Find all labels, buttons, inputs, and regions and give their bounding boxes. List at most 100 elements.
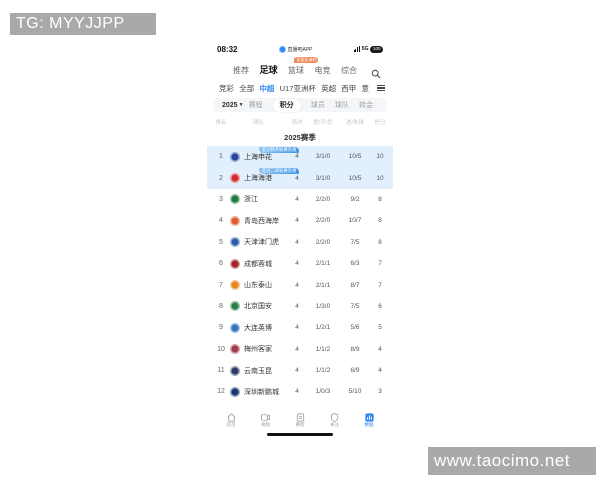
win-draw-loss-cell: 2/1/1 bbox=[315, 281, 331, 289]
table-row[interactable]: 7 山东泰山 4 2/1/1 8/7 7 bbox=[207, 274, 393, 295]
league-tab-全部[interactable]: 全部 bbox=[239, 83, 255, 93]
season-section-title: 2025赛季 bbox=[284, 132, 316, 142]
goals-cell: 7/5 bbox=[350, 302, 360, 310]
table-row[interactable]: 12 深圳新鹏城 4 1/0/3 5/10 3 bbox=[207, 381, 393, 402]
bottom-nav-首页[interactable]: 首页 bbox=[221, 410, 241, 428]
qualification-badge: 亚冠二级联赛资格 bbox=[259, 167, 300, 175]
points-cell: 8 bbox=[378, 195, 382, 203]
table-row[interactable]: 5 天津津门虎 4 2/2/0 7/5 8 bbox=[207, 232, 393, 253]
team-name: 云南玉昆 bbox=[244, 367, 272, 375]
column-header: 胜/平/负 bbox=[313, 119, 333, 126]
team-logo bbox=[230, 386, 240, 397]
rank-cell: 7 bbox=[219, 281, 223, 289]
filter-tab-球员[interactable]: 球员 bbox=[310, 102, 325, 109]
filter-tabs: 赛程 积分 球员 球队 转会 bbox=[244, 98, 378, 112]
win-draw-loss-cell: 1/2/1 bbox=[315, 324, 331, 332]
team-cell: 北京国安 bbox=[230, 301, 286, 312]
table-row[interactable]: 10 梅州客家 4 1/1/2 8/9 4 bbox=[207, 339, 393, 360]
team-name: 成都蓉城 bbox=[244, 260, 272, 268]
team-cell: 梅州客家 bbox=[230, 344, 286, 355]
column-header: 积分 bbox=[374, 119, 386, 126]
team-cell: 上海申花 bbox=[230, 151, 286, 162]
league-tab-中超[interactable]: 中超 bbox=[259, 83, 275, 93]
app-notification-pill[interactable]: 直播吧APP bbox=[278, 45, 313, 53]
goals-cell: 5/6 bbox=[350, 324, 360, 332]
bottom-nav-视频[interactable]: 视频 bbox=[256, 410, 276, 428]
table-row[interactable]: 9 大连英博 4 1/2/1 5/6 5 bbox=[207, 317, 393, 338]
rank-cell: 5 bbox=[219, 238, 223, 246]
season-dropdown[interactable]: 2025 ▼ bbox=[222, 102, 244, 109]
played-cell: 4 bbox=[295, 153, 299, 161]
app-name-label: 直播吧APP bbox=[287, 46, 313, 53]
table-row[interactable]: 3 浙江 4 2/2/0 9/2 8 bbox=[207, 189, 393, 210]
points-cell: 7 bbox=[378, 260, 382, 268]
column-header: 进/失球 bbox=[345, 119, 365, 126]
bottom-nav-关注[interactable]: 关注 bbox=[325, 410, 345, 428]
points-cell: 3 bbox=[378, 388, 382, 396]
bottom-nav-label: 赛程 bbox=[295, 422, 305, 427]
team-cell: 天津津门虎 bbox=[230, 237, 286, 248]
menu-icon[interactable] bbox=[377, 84, 385, 92]
points-cell: 4 bbox=[378, 367, 382, 375]
filter-tab-赛程[interactable]: 赛程 bbox=[248, 102, 263, 109]
rank-cell: 4 bbox=[219, 217, 223, 225]
league-tab-意[interactable]: 意 bbox=[361, 83, 369, 93]
points-cell: 10 bbox=[376, 153, 384, 161]
league-tab-U17亚洲杯[interactable]: U17亚洲杯 bbox=[279, 83, 316, 93]
table-row[interactable]: 亚冠精英联赛资格 1 上海申花 4 3/1/0 10/5 10 bbox=[207, 146, 393, 168]
video-icon bbox=[260, 410, 271, 421]
rank-cell: 2 bbox=[219, 174, 223, 182]
primary-tabs: 推荐 足球 篮球 女篮亚洲杯 电竞 综合 bbox=[233, 55, 371, 76]
tab-推荐[interactable]: 推荐 bbox=[233, 66, 249, 75]
goals-cell: 8/9 bbox=[350, 345, 360, 353]
signal-icon bbox=[353, 45, 360, 53]
goals-cell: 8/7 bbox=[350, 281, 360, 289]
home-indicator[interactable] bbox=[267, 433, 333, 436]
goals-cell: 10/5 bbox=[348, 174, 362, 182]
league-tab-竞彩[interactable]: 竞彩 bbox=[219, 83, 234, 93]
win-draw-loss-cell: 2/2/0 bbox=[315, 238, 331, 246]
tab-篮球[interactable]: 篮球 女篮亚洲杯 bbox=[287, 57, 319, 75]
team-logo bbox=[230, 194, 240, 205]
network-type-label: 5G bbox=[361, 46, 369, 52]
status-indicators: 5G 100 bbox=[353, 45, 383, 53]
bottom-nav-数据[interactable]: 数据 bbox=[359, 410, 379, 428]
team-cell: 大连英博 bbox=[230, 322, 286, 333]
filter-tab-积分[interactable]: 积分 bbox=[272, 98, 301, 112]
chevron-down-icon: ▼ bbox=[238, 102, 244, 108]
team-logo bbox=[230, 215, 240, 226]
tab-足球[interactable]: 足球 bbox=[259, 65, 278, 75]
filter-tab-球队[interactable]: 球队 bbox=[334, 102, 349, 109]
team-cell: 青岛西海岸 bbox=[230, 215, 286, 226]
played-cell: 4 bbox=[295, 302, 299, 310]
goals-cell: 10/7 bbox=[348, 217, 362, 225]
rank-cell: 8 bbox=[219, 302, 223, 310]
played-cell: 4 bbox=[295, 281, 299, 289]
filter-bar: 2025 ▼ 赛程 积分 球员 球队 转会 bbox=[214, 98, 386, 112]
tab-电竞[interactable]: 电竞 bbox=[314, 66, 331, 75]
points-cell: 4 bbox=[378, 345, 382, 353]
table-row[interactable]: 11 云南玉昆 4 1/1/2 6/9 4 bbox=[207, 360, 393, 381]
filter-tab-转会[interactable]: 转会 bbox=[358, 102, 373, 109]
team-logo bbox=[230, 301, 240, 312]
played-cell: 4 bbox=[295, 367, 299, 375]
bottom-nav-label: 数据 bbox=[364, 422, 374, 427]
schedule-icon bbox=[295, 410, 306, 422]
rank-cell: 9 bbox=[219, 324, 223, 332]
table-row[interactable]: 6 成都蓉城 4 2/1/1 6/3 7 bbox=[207, 253, 393, 274]
goals-cell: 5/10 bbox=[348, 388, 362, 396]
win-draw-loss-cell: 2/2/0 bbox=[315, 217, 331, 225]
table-row[interactable]: 8 北京国安 4 1/3/0 7/5 6 bbox=[207, 296, 393, 317]
tab-综合[interactable]: 综合 bbox=[340, 66, 357, 75]
table-row[interactable]: 4 青岛西海岸 4 2/2/0 10/7 8 bbox=[207, 210, 393, 231]
search-icon[interactable] bbox=[371, 66, 381, 79]
table-row[interactable]: 亚冠二级联赛资格 2 上海海港 4 3/1/0 10/5 10 bbox=[207, 167, 393, 189]
team-name: 上海海港 bbox=[244, 175, 272, 183]
status-time: 08:32 bbox=[217, 44, 238, 54]
points-cell: 8 bbox=[378, 238, 382, 246]
team-logo bbox=[230, 280, 240, 291]
win-draw-loss-cell: 1/1/2 bbox=[315, 367, 331, 375]
league-tab-西甲[interactable]: 西甲 bbox=[341, 83, 357, 93]
bottom-nav-赛程[interactable]: 赛程 bbox=[290, 410, 310, 428]
league-tab-英超[interactable]: 英超 bbox=[321, 83, 337, 93]
